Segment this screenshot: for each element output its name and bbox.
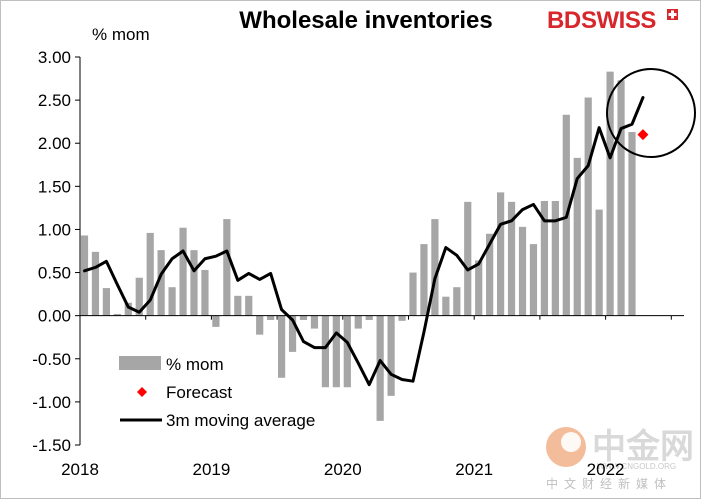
bar bbox=[387, 315, 395, 396]
bar bbox=[606, 71, 614, 316]
x-tick-label: 2019 bbox=[192, 460, 230, 479]
bar bbox=[80, 235, 89, 316]
y-tick-label: 2.00 bbox=[38, 134, 71, 153]
forecast-series bbox=[637, 129, 649, 141]
y-axis: 3.00 2.50 2.00 1.50 1.00 0.50 0.00 -0.50 -1.00 -1… bbox=[32, 48, 81, 455]
bar bbox=[376, 315, 384, 421]
forecast-marker bbox=[637, 129, 649, 141]
x-tick-label: 2022 bbox=[587, 460, 625, 479]
bar bbox=[124, 302, 132, 316]
legend-label: Forecast bbox=[166, 383, 232, 402]
bar bbox=[540, 200, 548, 316]
bar bbox=[179, 227, 187, 316]
bar bbox=[529, 244, 538, 316]
x-tick-label: 2020 bbox=[324, 460, 362, 479]
bar bbox=[365, 315, 373, 320]
bar bbox=[584, 97, 592, 316]
bar bbox=[617, 80, 625, 316]
legend-label: % mom bbox=[166, 355, 224, 374]
highlight-circle bbox=[606, 68, 696, 158]
bar bbox=[223, 219, 231, 316]
bar bbox=[299, 315, 308, 320]
watermark-cn-text: 中金网 bbox=[592, 427, 694, 466]
bar bbox=[310, 315, 319, 329]
bar bbox=[343, 315, 351, 388]
bar bbox=[431, 219, 439, 316]
y-tick-label: -1.00 bbox=[32, 393, 71, 412]
watermark-sub-text: 中文财经新媒体 bbox=[546, 476, 672, 491]
legend-swatch-forecast bbox=[137, 387, 147, 397]
bar bbox=[168, 287, 176, 316]
bar bbox=[409, 272, 417, 316]
x-tick-label: 2018 bbox=[61, 460, 99, 479]
bar bbox=[497, 192, 505, 316]
bdswiss-logo: BD SWISS bbox=[547, 7, 678, 34]
y-tick-label: -1.50 bbox=[32, 436, 71, 455]
y-tick-label: 1.50 bbox=[38, 177, 71, 196]
bar bbox=[507, 201, 516, 316]
bar bbox=[245, 295, 253, 316]
y-tick-label: 2.50 bbox=[38, 91, 71, 110]
y-tick-label: 1.00 bbox=[38, 220, 71, 239]
bar bbox=[354, 315, 362, 329]
bar bbox=[234, 295, 242, 316]
bar bbox=[321, 315, 329, 388]
bar bbox=[486, 233, 494, 316]
bar bbox=[332, 315, 340, 388]
y-axis-unit-label: % mom bbox=[92, 25, 150, 44]
logo-swiss-text: SWISS bbox=[581, 7, 656, 34]
bar bbox=[420, 244, 428, 316]
moving-average-line bbox=[83, 96, 645, 387]
swiss-cross-icon bbox=[667, 9, 678, 20]
bar bbox=[267, 315, 275, 320]
bar-series bbox=[80, 71, 636, 421]
y-tick-label: 0.50 bbox=[38, 264, 71, 283]
bar bbox=[146, 232, 154, 316]
bar bbox=[551, 200, 559, 316]
bar bbox=[212, 315, 220, 327]
bar bbox=[464, 201, 472, 316]
bar bbox=[113, 313, 121, 316]
bar bbox=[573, 157, 581, 316]
bar bbox=[256, 315, 264, 335]
cngold-watermark: 中金网 WWW.CNGOLD.ORG 中文财经新媒体 bbox=[546, 427, 694, 491]
y-tick-label: 3.00 bbox=[38, 48, 71, 67]
bar bbox=[628, 132, 636, 316]
x-axis: 2018 2019 2020 2021 2022 bbox=[61, 315, 684, 479]
bar bbox=[135, 277, 143, 316]
y-tick-label: -0.50 bbox=[32, 350, 71, 369]
y-tick-label: 0.00 bbox=[38, 307, 71, 326]
bar bbox=[288, 315, 297, 352]
moving-average-series bbox=[83, 96, 645, 387]
bar bbox=[595, 209, 603, 316]
bar bbox=[201, 269, 209, 316]
bar bbox=[91, 251, 100, 316]
logo-bd-text: BD bbox=[547, 7, 581, 34]
bar bbox=[442, 296, 450, 316]
watermark-url-text: WWW.CNGOLD.ORG bbox=[597, 462, 676, 471]
bar bbox=[398, 315, 406, 321]
bar bbox=[475, 260, 483, 316]
bar bbox=[190, 250, 198, 316]
x-tick-label: 2021 bbox=[455, 460, 493, 479]
bar bbox=[102, 288, 110, 316]
legend-label: 3m moving average bbox=[166, 411, 315, 430]
legend: % mom Forecast 3m moving average bbox=[119, 355, 315, 430]
legend-swatch-bar bbox=[119, 356, 161, 370]
bar bbox=[157, 250, 165, 316]
bar bbox=[518, 226, 527, 316]
bar bbox=[453, 287, 461, 316]
chart-title: Wholesale inventories bbox=[239, 7, 492, 34]
bar bbox=[278, 315, 286, 378]
